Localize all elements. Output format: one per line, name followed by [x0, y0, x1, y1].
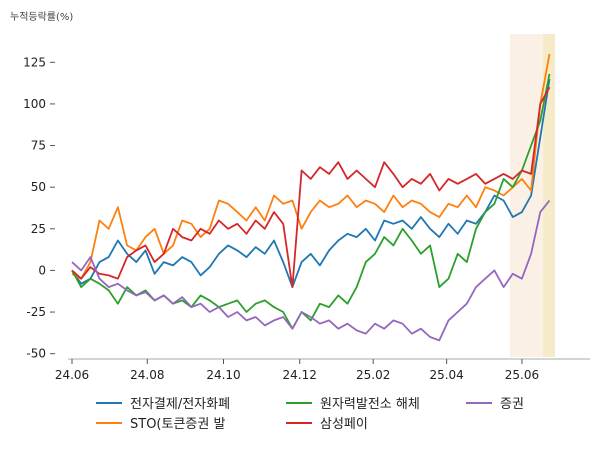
- x-tick-label: 25.06: [505, 368, 539, 382]
- legend-item-sto[interactable]: STO(토큰증권 발: [96, 413, 225, 432]
- legend-swatch: [466, 401, 492, 404]
- y-tick-label: 25: [31, 222, 46, 236]
- x-tick-label: 24.10: [206, 368, 240, 382]
- x-tick-label: 25.02: [356, 368, 390, 382]
- legend-label: 전자결제/전자화폐: [130, 397, 231, 412]
- series-line-3: [71, 86, 551, 289]
- legend-label: 증권: [500, 397, 524, 412]
- legend-item-payments[interactable]: 전자결제/전자화폐: [96, 393, 230, 412]
- legend-swatch: [96, 421, 122, 424]
- y-axis-title: 누적등락률(%): [10, 12, 74, 23]
- y-tick-label: 0: [38, 263, 46, 277]
- legend-label: 삼성페이: [320, 417, 368, 432]
- legend-item-securities[interactable]: 증권: [466, 393, 524, 412]
- y-tick-label: -50: [26, 347, 46, 361]
- legend-swatch: [96, 401, 122, 404]
- x-tick-label: 25.04: [429, 368, 463, 382]
- legend-swatch: [286, 401, 312, 404]
- series-line-1: [71, 53, 551, 280]
- highlight-band-1: [543, 34, 555, 357]
- legend-item-samsungpay[interactable]: 삼성페이: [286, 413, 368, 432]
- legend-swatch: [286, 421, 312, 424]
- y-tick-label: 50: [31, 180, 46, 194]
- y-tick-label: -25: [26, 305, 46, 319]
- legend-item-nuclear[interactable]: 원자력발전소 해체: [286, 393, 420, 412]
- series-line-4: [71, 199, 551, 342]
- legend-label: STO(토큰증권 발: [130, 417, 226, 432]
- legend-label: 원자력발전소 해체: [320, 397, 420, 412]
- x-tick-label: 24.08: [130, 368, 164, 382]
- y-tick-label: 100: [23, 97, 46, 111]
- y-tick-label: 75: [31, 139, 46, 153]
- series-line-0: [71, 78, 551, 289]
- y-tick-label: 125: [23, 55, 46, 69]
- x-tick-label: 24.12: [283, 368, 317, 382]
- x-tick-label: 24.06: [55, 368, 89, 382]
